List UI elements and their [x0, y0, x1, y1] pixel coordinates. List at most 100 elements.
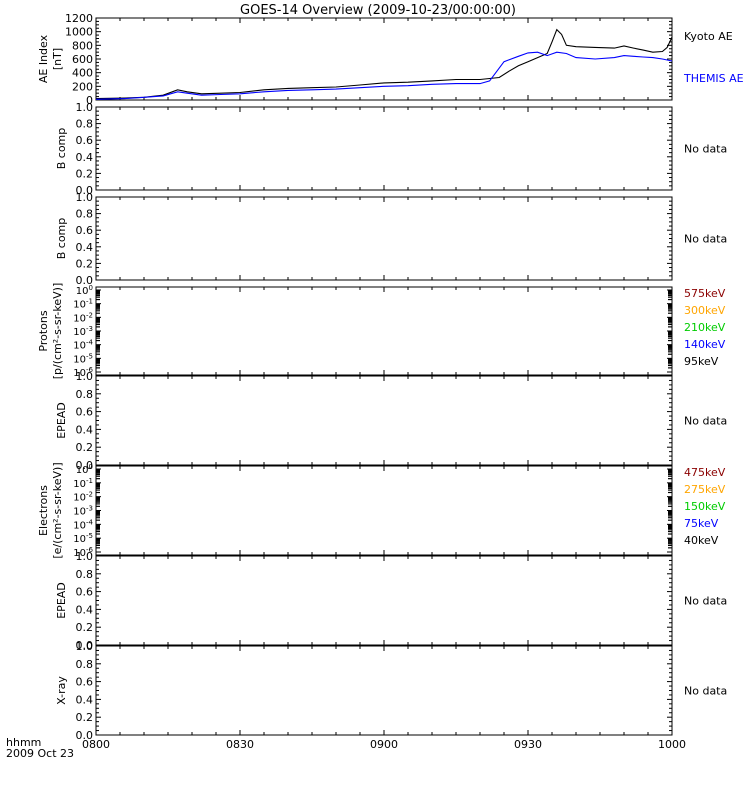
- x-tick-label: 0900: [370, 738, 398, 751]
- panel-6: Electrons [e/(cm²-s-sr-keV)] 10-610-510-41…: [37, 462, 726, 559]
- legend-entry: 150keV: [684, 500, 726, 513]
- footer-hhmm: hhmm: [6, 736, 41, 749]
- y-tick-label: 1.0: [76, 640, 94, 653]
- legend-entry: 95keV: [684, 355, 719, 368]
- y-axis-label: AE Index: [37, 34, 50, 83]
- panel-5: EPEAD 0.0 0.2 0.4 0.6 0.8 1.0 No data: [55, 370, 727, 472]
- y-tick-label: 0.0: [76, 274, 94, 287]
- y-tick-label: 400: [72, 67, 93, 80]
- y-tick-label: 10-3: [73, 325, 93, 338]
- y-axis-label: EPEAD: [55, 582, 68, 619]
- y-tick-label: 0.8: [76, 118, 94, 131]
- y-tick-label: 10-3: [73, 505, 93, 518]
- y-axis-label: [nT]: [51, 48, 64, 70]
- y-tick-label: 0.0: [76, 459, 94, 472]
- legend-entry: 575keV: [684, 287, 726, 300]
- y-tick-label: 0: [86, 94, 93, 107]
- series-line-themis-ae: [95, 51, 673, 100]
- legend-entry: Kyoto AE: [684, 30, 733, 43]
- y-tick-label: 0.6: [76, 134, 94, 147]
- y-tick-label: 800: [72, 39, 93, 52]
- y-tick-label: 0.4: [76, 241, 94, 254]
- panel-2: B comp 0.0 0.2 0.4 0.6 0.8 1.0 No data: [55, 101, 727, 197]
- y-axis-label: [e/(cm²-s-sr-keV)]: [51, 462, 64, 558]
- legend-entry: 140keV: [684, 338, 726, 351]
- y-tick-label: 10-6: [73, 366, 93, 379]
- y-tick-label: 10-2: [73, 491, 93, 504]
- legend-entry: THEMIS AE: [683, 72, 744, 85]
- y-tick-label: 0.0: [76, 729, 94, 742]
- y-tick-label: 0.6: [76, 406, 94, 419]
- y-tick-label: 10-6: [73, 546, 93, 559]
- y-axis-label: B comp: [55, 218, 68, 260]
- y-tick-label: 0.4: [76, 693, 94, 706]
- y-tick-label: 0.2: [76, 167, 94, 180]
- no-data-label: No data: [684, 595, 727, 608]
- y-tick-label: 10-2: [73, 311, 93, 324]
- y-tick-label: 0.4: [76, 423, 94, 436]
- y-tick-label: 1200: [65, 12, 93, 25]
- footer-date: 2009 Oct 23: [6, 747, 74, 760]
- y-tick-label: 0.4: [76, 151, 94, 164]
- no-data-label: No data: [684, 415, 727, 428]
- legend-entry: 300keV: [684, 304, 726, 317]
- y-tick-label: 10-5: [73, 352, 93, 365]
- panel-4: Protons [p/(cm²-s-sr-keV)] 10-610-510-410-…: [37, 283, 726, 380]
- series-line-kyoto-ae: [95, 28, 673, 100]
- y-tick-label: 0.2: [76, 711, 94, 724]
- legend-entry: 275keV: [684, 483, 726, 496]
- x-tick-label: 0830: [226, 738, 254, 751]
- y-tick-label: 0.8: [76, 568, 94, 581]
- y-tick-label: 1000: [65, 26, 93, 39]
- y-tick-label: 0.2: [76, 621, 94, 634]
- panel-frame: [95, 645, 673, 736]
- y-tick-label: 0.0: [76, 184, 94, 197]
- panel-frame: [95, 555, 673, 646]
- x-tick-label: 0800: [82, 738, 110, 751]
- y-tick-label: 10-4: [73, 518, 93, 531]
- panel-frame: [95, 196, 673, 281]
- no-data-label: No data: [684, 233, 727, 246]
- no-data-label: No data: [684, 143, 727, 156]
- panel-3: B comp 0.0 0.2 0.4 0.6 0.8 1.0 No data: [55, 191, 727, 287]
- chart-title: GOES-14 Overview (2009-10-23/00:00:00): [240, 3, 516, 18]
- y-tick-label: 0.4: [76, 603, 94, 616]
- y-tick-label: 0.2: [76, 441, 94, 454]
- panel-frame: [95, 375, 673, 466]
- y-tick-label: 0.2: [76, 257, 94, 270]
- y-tick-label: 200: [72, 80, 93, 93]
- y-tick-label: 0.6: [76, 586, 94, 599]
- y-tick-label: 0.8: [76, 388, 94, 401]
- y-tick-label: 100: [76, 284, 93, 297]
- y-tick-label: 1.0: [76, 550, 94, 563]
- legend-entry: 75keV: [684, 517, 719, 530]
- y-tick-label: 0.8: [76, 208, 94, 221]
- y-axis-label: Electrons: [37, 485, 50, 536]
- legend-entry: 40keV: [684, 534, 719, 547]
- no-data-label: No data: [684, 685, 727, 698]
- y-tick-label: 100: [76, 463, 93, 476]
- panel-8: X-ray 0.0 0.2 0.4 0.6 0.8 1.0 No data: [55, 640, 727, 742]
- y-axis-label: X-ray: [55, 676, 68, 705]
- panel-frame: [95, 17, 673, 101]
- legend-entry: 210keV: [684, 321, 726, 334]
- y-axis-label: EPEAD: [55, 402, 68, 439]
- x-tick-label: 0930: [514, 738, 542, 751]
- y-tick-label: 0.8: [76, 658, 94, 671]
- y-axis-label: B comp: [55, 128, 68, 170]
- panel-frame: [95, 465, 673, 556]
- y-tick-label: 1.0: [76, 370, 94, 383]
- x-tick-label: 1000: [658, 738, 686, 751]
- y-axis-label: [p/(cm²-s-sr-keV)]: [51, 283, 64, 380]
- y-tick-label: 1.0: [76, 101, 94, 114]
- y-tick-label: 1.0: [76, 191, 94, 204]
- panel-7: EPEAD 0.0 0.2 0.4 0.6 0.8 1.0 No data: [55, 550, 727, 652]
- legend-entry: 475keV: [684, 466, 726, 479]
- y-tick-label: 10-4: [73, 339, 93, 352]
- panel-frame: [95, 106, 673, 191]
- y-tick-label: 600: [72, 53, 93, 66]
- y-axis-label: Protons: [37, 310, 50, 351]
- y-tick-label: 0.6: [76, 676, 94, 689]
